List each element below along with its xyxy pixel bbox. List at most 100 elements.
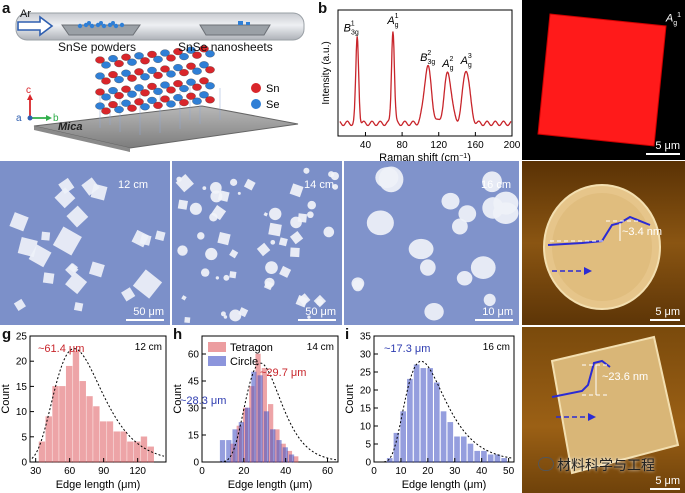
- atom: [114, 60, 124, 68]
- y-tick-label: 0: [365, 458, 371, 469]
- y-tick-label: 0: [21, 458, 27, 469]
- atom: [140, 57, 150, 65]
- flake-square: [256, 242, 271, 257]
- flake-square: [268, 222, 282, 237]
- hist-bar: [481, 450, 487, 463]
- y-tick-label: 10: [360, 422, 372, 433]
- raman-map-square: [537, 13, 667, 147]
- y-tick-label: 15: [360, 404, 372, 415]
- flake-circle: [483, 293, 496, 307]
- afm-height-k: ~23.6 nm: [602, 371, 649, 383]
- hist-bar: [93, 406, 100, 463]
- panel-d-optical-image: 12 cm 50 μm: [0, 161, 170, 325]
- atom: [147, 96, 157, 104]
- hist-bar: [245, 407, 251, 463]
- y-tick-label: 0: [193, 458, 199, 469]
- hist-bar: [133, 441, 141, 463]
- flakes-d: [9, 177, 166, 312]
- atom: [153, 71, 163, 79]
- panel-i-histogram: 0 10 20 30 40 50 0 5 10 15 20 25 30 35 Edge length (μm…: [344, 332, 515, 492]
- atom: [134, 52, 144, 60]
- x-tick-label: 60: [64, 466, 76, 477]
- atom: [173, 48, 183, 56]
- panel-b-raman-chart: 40 80 120 160 200 Raman shift (cm−1) Intensity…: [321, 9, 521, 163]
- atom: [179, 85, 189, 93]
- atom: [127, 104, 137, 112]
- hist-bar: [263, 411, 270, 463]
- mica-label: Mica: [58, 121, 83, 133]
- hist-bar: [106, 421, 114, 463]
- atom: [114, 92, 124, 100]
- scale-bar-k: 5 μm: [650, 475, 680, 490]
- panel-e-optical-image: 14 cm 50 μm: [172, 161, 342, 325]
- atom: [160, 81, 170, 89]
- flake-square: [295, 295, 309, 308]
- flake-square: [41, 231, 51, 241]
- flake-square: [9, 212, 29, 232]
- hist-bar: [120, 431, 127, 463]
- flake-circle: [332, 183, 339, 190]
- atom: [166, 54, 176, 62]
- panel-h-histogram: 0 20 40 60 0 15 30 45 60 Edge length (μm) Count 14 …: [172, 335, 339, 491]
- flakes-f: [351, 166, 519, 321]
- atom: [160, 49, 170, 57]
- flake-square: [229, 271, 237, 279]
- hist-bar: [467, 443, 474, 463]
- scale-bar-f: 10 μm: [475, 306, 513, 321]
- afm-height-j: ~3.4 nm: [622, 226, 663, 238]
- mean-annotation-g: ~61.4 μm: [38, 343, 84, 355]
- hist-bar: [487, 454, 494, 463]
- atom: [186, 62, 196, 70]
- map-mode-label: Ag1: [665, 12, 681, 27]
- flake-square: [88, 261, 105, 278]
- atom: [186, 46, 196, 54]
- hist-bar: [226, 440, 232, 463]
- hist-bar: [454, 436, 460, 463]
- flake-square: [132, 269, 163, 299]
- atom: [173, 94, 183, 102]
- atom: [192, 67, 202, 75]
- atom: [153, 101, 163, 109]
- legend-sn-label: Sn: [266, 83, 279, 95]
- peak-label: Ag3: [460, 53, 472, 69]
- atom: [140, 89, 150, 97]
- flake-circle: [451, 218, 468, 235]
- flake-square: [313, 294, 327, 308]
- axis-b-label: b: [53, 113, 59, 124]
- atom: [140, 103, 150, 111]
- flake-square: [184, 316, 191, 324]
- flake-square: [131, 229, 149, 248]
- atom: [134, 98, 144, 106]
- flake-circle: [210, 182, 222, 194]
- x-tick-label: 20: [422, 466, 434, 477]
- atom: [114, 106, 124, 114]
- y-tick-label: 35: [360, 332, 372, 343]
- atom: [95, 72, 105, 80]
- atom: [134, 68, 144, 76]
- atom: [127, 90, 137, 98]
- atom: [205, 82, 215, 90]
- atom: [160, 65, 170, 73]
- hist-bar: [251, 371, 257, 463]
- flake-circle: [456, 270, 473, 286]
- hist-bar: [52, 386, 59, 463]
- x-tick-label: 30: [30, 466, 42, 477]
- hist-bar: [460, 436, 467, 463]
- atom: [205, 66, 215, 74]
- hist-bar: [400, 411, 406, 463]
- flake-square: [217, 190, 230, 202]
- hist-bar: [386, 458, 393, 463]
- distance-tag-f: 16 cm: [481, 179, 511, 191]
- y-axis-title: Count: [344, 384, 356, 413]
- peak-label: B3g2: [420, 50, 435, 66]
- hist-bar: [447, 422, 454, 463]
- atom: [153, 87, 163, 95]
- x-tick-label: 200: [504, 140, 521, 151]
- flake-square: [65, 263, 79, 277]
- y-tick-label: 45: [188, 377, 200, 388]
- distance-tag-e: 14 cm: [304, 179, 334, 191]
- panel-j-afm-image: ~3.4 nm 5 μm: [522, 161, 685, 325]
- atom: [121, 99, 131, 107]
- x-tick-label: 90: [98, 466, 110, 477]
- flakes-e: [175, 167, 339, 324]
